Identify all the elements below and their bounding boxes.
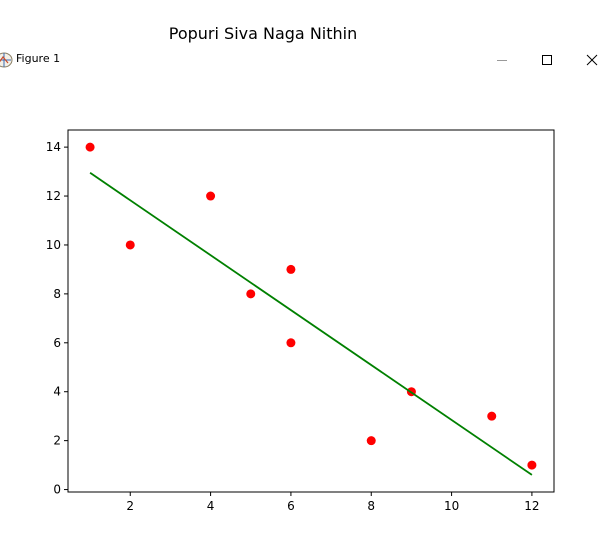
y-tick-label: 0 <box>53 483 61 497</box>
scatter-point <box>527 460 537 470</box>
x-tick-label: 6 <box>287 499 295 513</box>
minimize-button[interactable] <box>482 46 522 74</box>
scatter-point <box>487 411 497 421</box>
y-tick-label: 6 <box>53 336 61 350</box>
y-tick-label: 12 <box>46 189 61 203</box>
plot-title: Popuri Siva Naga Nithin <box>168 24 358 43</box>
scatter-point <box>125 240 135 250</box>
maximize-button[interactable] <box>527 46 567 74</box>
y-tick-label: 10 <box>46 238 61 252</box>
window-title: Figure 1 <box>16 52 61 65</box>
maximize-icon <box>542 55 552 65</box>
minimize-icon <box>497 60 507 61</box>
x-tick-label: 4 <box>207 499 215 513</box>
scatter-point <box>286 338 296 348</box>
y-tick-label: 14 <box>46 140 61 154</box>
close-button[interactable] <box>572 46 602 74</box>
scatter-point <box>286 264 296 274</box>
y-tick-label: 8 <box>53 287 61 301</box>
scatter-point <box>246 289 256 299</box>
axes-frame <box>67 129 555 493</box>
y-tick-label: 2 <box>53 434 61 448</box>
x-tick-label: 12 <box>524 499 539 513</box>
x-tick-label: 8 <box>367 499 375 513</box>
close-icon <box>586 54 598 66</box>
y-tick-label: 4 <box>53 385 61 399</box>
x-tick-label: 2 <box>126 499 134 513</box>
scatter-point <box>85 142 95 152</box>
scatter-point <box>206 191 216 201</box>
figure-app-icon <box>0 52 13 68</box>
x-tick-label: 10 <box>444 499 459 513</box>
scatter-point <box>366 436 376 446</box>
regression-line <box>89 172 533 476</box>
